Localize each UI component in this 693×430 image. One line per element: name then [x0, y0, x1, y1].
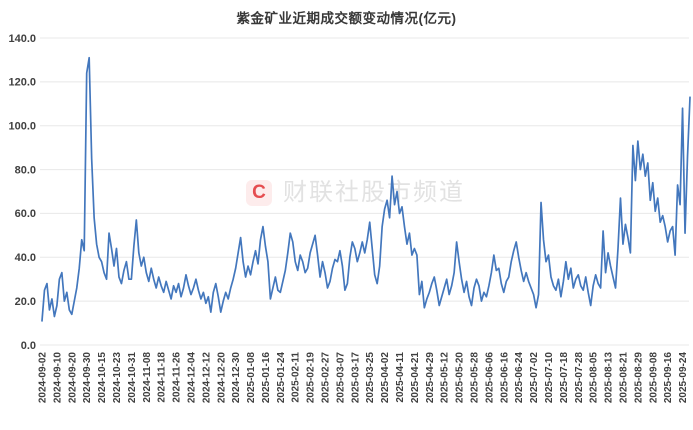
- x-axis-tick-label: 2024-12-20: [216, 352, 227, 404]
- x-axis-tick-label: 2025-01-08: [246, 352, 257, 404]
- x-axis-tick-label: 2025-07-02: [529, 352, 540, 404]
- x-axis-tick-label: 2024-12-30: [231, 352, 242, 404]
- x-axis-tick-label: 2024-09-20: [67, 352, 78, 404]
- x-axis-tick-label: 2024-10-31: [127, 352, 138, 404]
- x-axis-tick-label: 2025-03-25: [365, 352, 376, 404]
- x-axis-tick-label: 2024-12-04: [186, 352, 197, 404]
- x-axis-tick-label: 2025-08-29: [633, 352, 644, 404]
- cailianshe-logo-icon: C: [246, 180, 272, 206]
- x-axis-tick-label: 2025-07-18: [559, 352, 570, 404]
- x-axis-tick-label: 2025-06-16: [499, 352, 510, 404]
- x-axis-tick-label: 2025-03-07: [335, 352, 346, 404]
- y-axis-tick-label: 0.0: [21, 340, 36, 352]
- x-axis-tick-label: 2025-02-27: [321, 352, 332, 404]
- x-axis-tick-label: 2025-08-21: [618, 352, 629, 404]
- x-axis-tick-label: 2024-09-30: [82, 352, 93, 404]
- y-axis-tick-label: 20.0: [15, 296, 36, 308]
- x-axis-tick-label: 2025-05-12: [440, 352, 451, 404]
- x-axis-tick-label: 2024-11-18: [157, 352, 168, 403]
- y-axis-tick-label: 120.0: [8, 77, 36, 89]
- x-axis-tick-label: 2025-06-24: [514, 352, 525, 404]
- y-axis-tick-label: 40.0: [15, 252, 36, 264]
- x-axis-tick-label: 2025-01-16: [261, 352, 272, 404]
- y-axis-tick-label: 80.0: [15, 164, 36, 176]
- x-axis-tick-label: 2024-11-08: [142, 352, 153, 403]
- x-axis-tick-label: 2024-10-23: [112, 352, 123, 404]
- x-axis-tick-label: 2025-06-06: [484, 352, 495, 404]
- x-axis-tick-label: 2025-05-20: [455, 352, 466, 404]
- x-axis-tick-label: 2024-11-26: [172, 352, 183, 403]
- x-axis-tick-label: 2025-04-02: [380, 352, 391, 404]
- x-axis-tick-label: 2025-04-21: [410, 352, 421, 404]
- y-axis-tick-label: 140.0: [8, 33, 36, 45]
- x-axis-tick-label: 2025-08-13: [604, 352, 615, 404]
- x-axis-tick-label: 2025-03-17: [350, 352, 361, 404]
- y-axis-tick-label: 100.0: [8, 121, 36, 133]
- x-axis-tick-label: 2024-09-10: [52, 352, 63, 404]
- watermark: C 财联社股市频道: [246, 180, 465, 206]
- x-axis-tick-label: 2025-02-19: [306, 352, 317, 404]
- x-axis-tick-label: 2025-04-29: [425, 352, 436, 404]
- x-axis-tick-label: 2024-09-02: [38, 352, 49, 404]
- y-axis-tick-label: 60.0: [15, 208, 36, 220]
- x-axis-tick-label: 2025-02-11: [291, 352, 302, 403]
- x-axis-tick-label: 2025-08-05: [589, 352, 600, 404]
- chart-title: 紫金矿业近期成交额变动情况(亿元): [236, 11, 457, 26]
- x-axis-tick-label: 2024-10-15: [97, 352, 108, 404]
- x-axis-tick-label: 2025-05-28: [470, 352, 481, 404]
- x-axis-tick-label: 2025-09-24: [678, 352, 689, 404]
- x-axis-tick-label: 2025-04-11: [395, 352, 406, 403]
- x-axis-tick-label: 2025-01-24: [276, 352, 287, 404]
- x-axis-tick-label: 2025-07-10: [544, 352, 555, 404]
- x-axis-tick-label: 2025-09-08: [648, 352, 659, 404]
- x-axis-tick-label: 2024-12-12: [201, 352, 212, 404]
- x-axis-tick-label: 2025-07-28: [574, 352, 585, 404]
- watermark-text: 财联社股市频道: [283, 179, 465, 206]
- x-axis-tick-label: 2025-09-16: [663, 352, 674, 404]
